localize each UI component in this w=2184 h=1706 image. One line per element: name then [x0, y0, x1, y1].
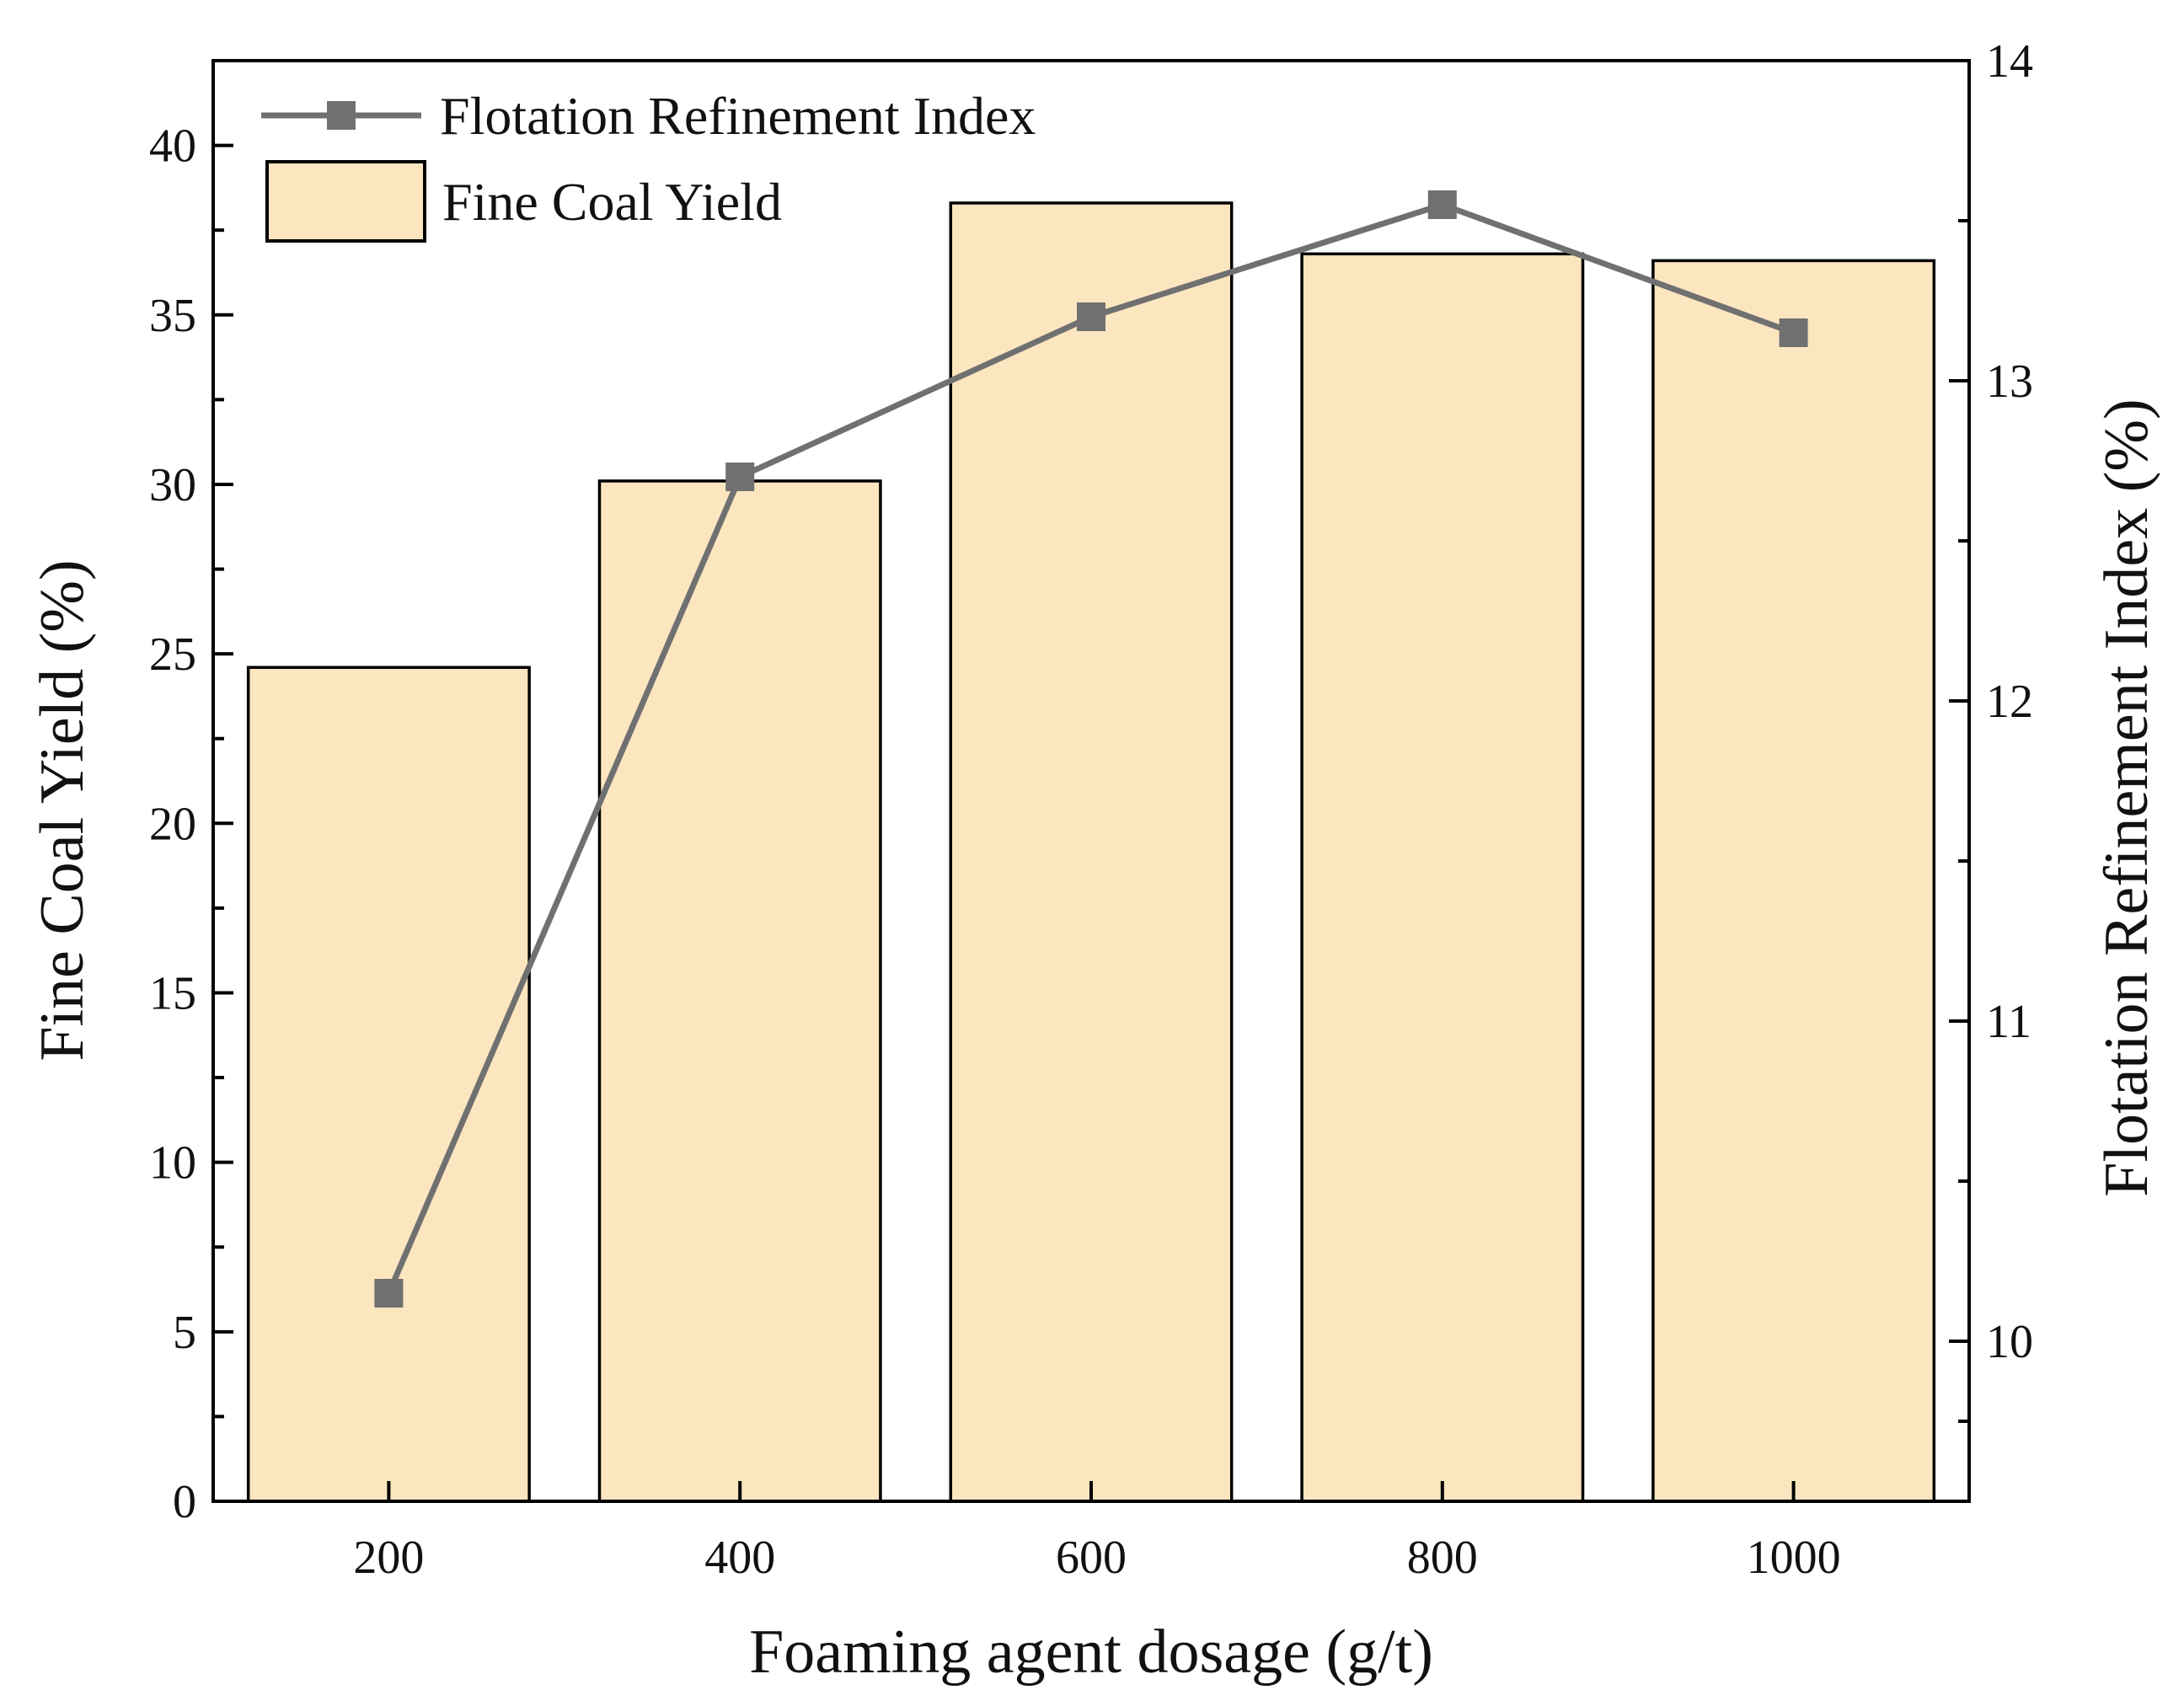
- y-axis-title: Fine Coal Yield (%): [28, 559, 97, 1061]
- y-tick-label-10: 10: [149, 1137, 196, 1190]
- x-tick-label-400: 400: [704, 1532, 775, 1584]
- y2-tick-label-11: 11: [1986, 996, 2031, 1048]
- refinement-index-point-400: [725, 463, 755, 491]
- line-layer: [374, 190, 1808, 1308]
- y2-tick-label-10: 10: [1986, 1316, 2033, 1368]
- y-tick-label-30: 30: [149, 459, 196, 511]
- bar-800: [1300, 252, 1585, 1503]
- y-tick-label-35: 35: [149, 290, 196, 342]
- legend-label-fine-coal-yield: Fine Coal Yield: [442, 172, 782, 232]
- y-tick-label-25: 25: [149, 628, 196, 681]
- bar-400: [597, 479, 882, 1503]
- x-axis-title: Foaming agent dosage (g/t): [749, 1618, 1433, 1687]
- y2-tick-label-13: 13: [1986, 356, 2033, 408]
- refinement-index-point-800: [1427, 190, 1457, 219]
- x-tick-label-800: 800: [1407, 1532, 1478, 1584]
- bars-layer: [246, 201, 1936, 1503]
- bar-1000: [1651, 259, 1936, 1503]
- y2-axis-title: Flotation Refinement Index (%): [2092, 398, 2161, 1196]
- tick-labels-layer: 0 5 10 15 20 25 30 35 40 10 11 12 13 14 200 400 600 800 10…: [149, 35, 2033, 1584]
- y-tick-label-0: 0: [173, 1476, 196, 1528]
- refinement-index-point-1000: [1779, 318, 1808, 347]
- legend-line-marker: [327, 101, 356, 130]
- y-tick-label-5: 5: [173, 1307, 196, 1359]
- x-tick-label-200: 200: [353, 1532, 424, 1584]
- refinement-index-point-600: [1077, 302, 1105, 331]
- y-tick-label-15: 15: [149, 967, 196, 1019]
- y-tick-label-20: 20: [149, 798, 196, 850]
- bar-200: [246, 666, 531, 1503]
- bar-600: [949, 201, 1234, 1503]
- y-tick-label-40: 40: [149, 120, 196, 173]
- refinement-index-point-200: [374, 1279, 404, 1308]
- x-tick-label-600: 600: [1056, 1532, 1127, 1584]
- legend: Flotation Refinement Index Fine Coal Yie…: [261, 86, 1036, 243]
- legend-label-refinement-index: Flotation Refinement Index: [440, 86, 1036, 146]
- x-tick-label-1000: 1000: [1747, 1532, 1841, 1584]
- y2-tick-label-14: 14: [1986, 35, 2033, 88]
- legend-bar-swatch: [265, 160, 426, 243]
- y2-tick-label-12: 12: [1986, 676, 2033, 728]
- ticks-layer: [213, 59, 1969, 1503]
